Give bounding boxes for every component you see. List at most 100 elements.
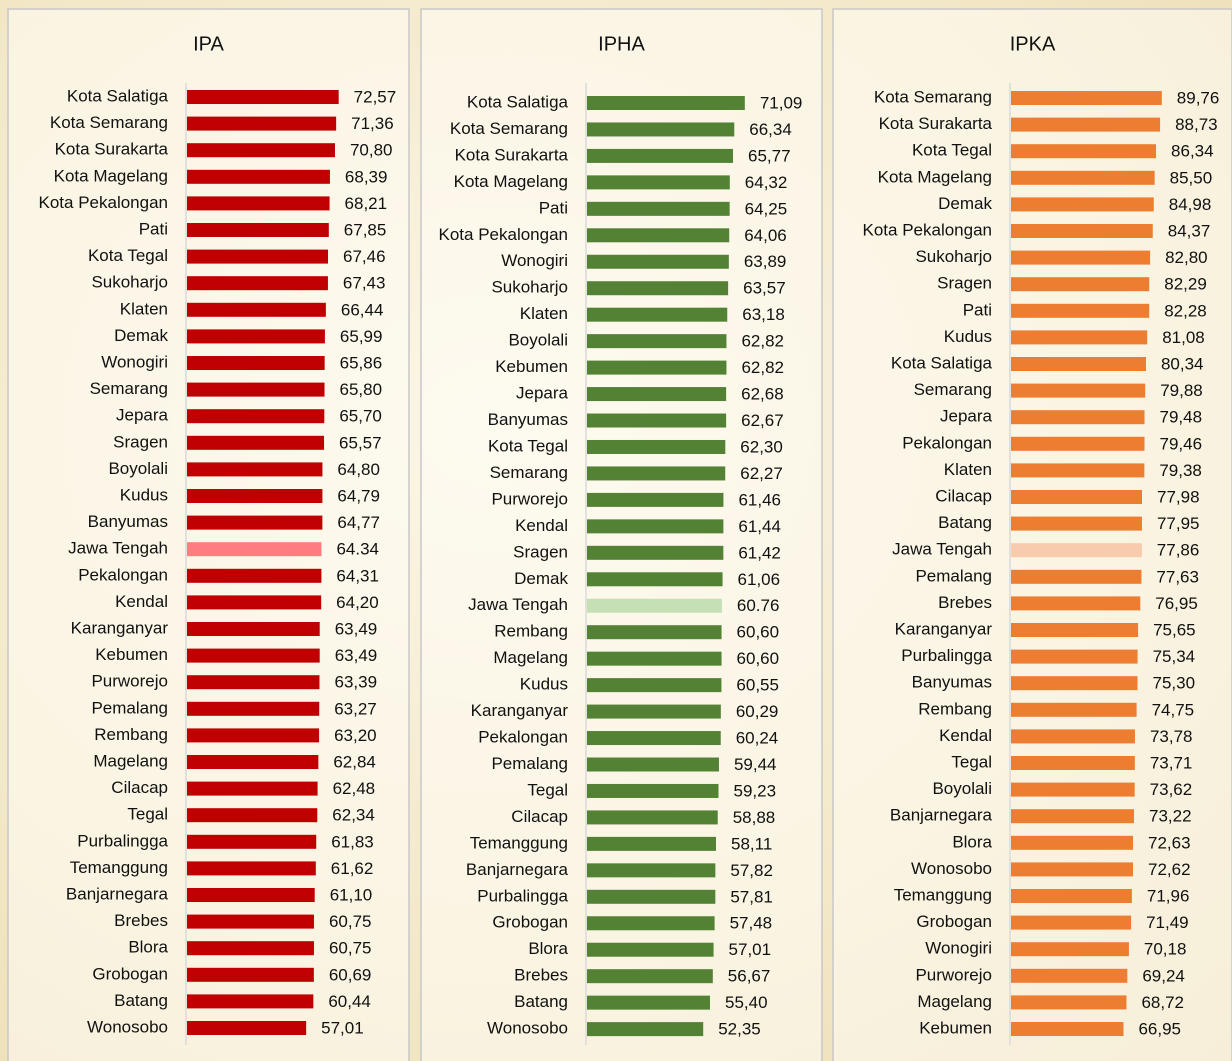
category-label: Kota Magelang bbox=[878, 167, 992, 186]
value-label: 71,09 bbox=[760, 93, 803, 112]
bar bbox=[587, 360, 727, 375]
bar bbox=[1011, 995, 1127, 1010]
category-label: Kota Surakarta bbox=[455, 145, 569, 164]
category-label: Demak bbox=[114, 326, 168, 345]
value-label: 63,49 bbox=[335, 646, 378, 665]
bar bbox=[187, 941, 314, 956]
category-label: Semarang bbox=[90, 379, 168, 398]
bar bbox=[187, 595, 322, 610]
category-label: Boyolali bbox=[508, 331, 568, 350]
value-label: 67,85 bbox=[344, 220, 387, 239]
bar bbox=[587, 598, 722, 613]
category-label: Kudus bbox=[520, 675, 568, 694]
value-label: 61,83 bbox=[331, 832, 374, 851]
category-label: Pemalang bbox=[915, 566, 992, 585]
value-label: 60.76 bbox=[737, 596, 780, 615]
bar bbox=[187, 462, 323, 477]
category-label: Kota Semarang bbox=[450, 119, 568, 138]
bar bbox=[187, 701, 320, 716]
bar bbox=[1011, 463, 1145, 478]
bar bbox=[187, 249, 328, 264]
category-label: Grobogan bbox=[492, 913, 568, 932]
bar bbox=[187, 409, 325, 424]
category-label: Temanggung bbox=[894, 885, 992, 904]
bar bbox=[587, 757, 719, 772]
value-label: 64.34 bbox=[336, 540, 379, 559]
category-label: Purworejo bbox=[915, 965, 992, 984]
bar bbox=[187, 302, 326, 317]
bar bbox=[587, 969, 713, 984]
category-label: Cilacap bbox=[935, 486, 992, 505]
value-label: 72,63 bbox=[1148, 833, 1191, 852]
category-label: Sragen bbox=[937, 274, 992, 293]
value-label: 63,27 bbox=[334, 699, 377, 718]
category-label: Karanganyar bbox=[895, 619, 993, 638]
value-label: 74,75 bbox=[1152, 700, 1195, 719]
bar bbox=[587, 678, 722, 693]
bar bbox=[587, 439, 726, 454]
bar bbox=[187, 781, 318, 796]
bar bbox=[587, 175, 730, 190]
category-label: Magelang bbox=[93, 751, 168, 770]
value-label: 75,34 bbox=[1153, 647, 1196, 666]
bar bbox=[187, 808, 318, 823]
value-label: 71,49 bbox=[1146, 913, 1189, 932]
category-label: Magelang bbox=[493, 648, 568, 667]
bar bbox=[587, 387, 727, 402]
bar bbox=[587, 863, 716, 878]
value-label: 62,34 bbox=[332, 806, 375, 825]
bar bbox=[187, 356, 325, 370]
category-label: Kota Magelang bbox=[54, 166, 168, 185]
value-label: 63,57 bbox=[743, 279, 786, 298]
value-label: 82,80 bbox=[1165, 248, 1208, 267]
bar bbox=[1011, 436, 1145, 451]
value-label: 64,79 bbox=[337, 486, 380, 505]
category-label: Jawa Tengah bbox=[892, 540, 992, 559]
category-label: Boyolali bbox=[108, 459, 168, 478]
value-label: 55,40 bbox=[725, 993, 768, 1012]
bar bbox=[587, 334, 727, 349]
value-label: 65,57 bbox=[339, 433, 382, 452]
bar bbox=[587, 836, 717, 851]
value-label: 64,06 bbox=[744, 226, 787, 245]
category-label: Kota Semarang bbox=[50, 113, 168, 132]
value-label: 68,21 bbox=[345, 194, 388, 213]
value-label: 70,18 bbox=[1144, 940, 1187, 959]
category-label: Pekalongan bbox=[478, 728, 568, 747]
bar bbox=[1011, 144, 1157, 159]
category-label: Blora bbox=[128, 938, 168, 957]
bar bbox=[587, 307, 728, 322]
bar bbox=[1011, 915, 1132, 930]
bar bbox=[187, 542, 322, 557]
category-label: Jepara bbox=[116, 406, 169, 425]
category-label: Jepara bbox=[940, 407, 993, 426]
category-label: Kota Salatiga bbox=[67, 86, 169, 105]
category-label: Klaten bbox=[120, 299, 168, 318]
category-label: Pati bbox=[139, 219, 168, 238]
category-label: Boyolali bbox=[932, 779, 992, 798]
value-label: 73,71 bbox=[1150, 753, 1193, 772]
category-label: Cilacap bbox=[511, 807, 568, 826]
value-label: 79,88 bbox=[1160, 381, 1203, 400]
bar bbox=[1011, 702, 1137, 717]
bar bbox=[187, 196, 330, 211]
category-label: Brebes bbox=[514, 966, 568, 985]
bar bbox=[187, 223, 329, 237]
bar bbox=[1011, 383, 1146, 398]
category-label: Kota Pekalongan bbox=[863, 220, 993, 239]
category-label: Tegal bbox=[527, 780, 568, 799]
bar bbox=[187, 967, 314, 982]
category-label: Temanggung bbox=[70, 858, 168, 877]
bar bbox=[187, 276, 328, 291]
category-label: Cilacap bbox=[111, 778, 168, 797]
bar bbox=[587, 889, 716, 904]
value-label: 71,36 bbox=[351, 114, 394, 133]
bar bbox=[187, 435, 325, 450]
category-label: Wonogiri bbox=[501, 251, 568, 270]
value-label: 72,62 bbox=[1148, 860, 1191, 879]
category-label: Wonosobo bbox=[911, 859, 992, 878]
bar bbox=[187, 1021, 307, 1035]
value-label: 79,38 bbox=[1159, 461, 1202, 480]
bar bbox=[1011, 968, 1128, 983]
